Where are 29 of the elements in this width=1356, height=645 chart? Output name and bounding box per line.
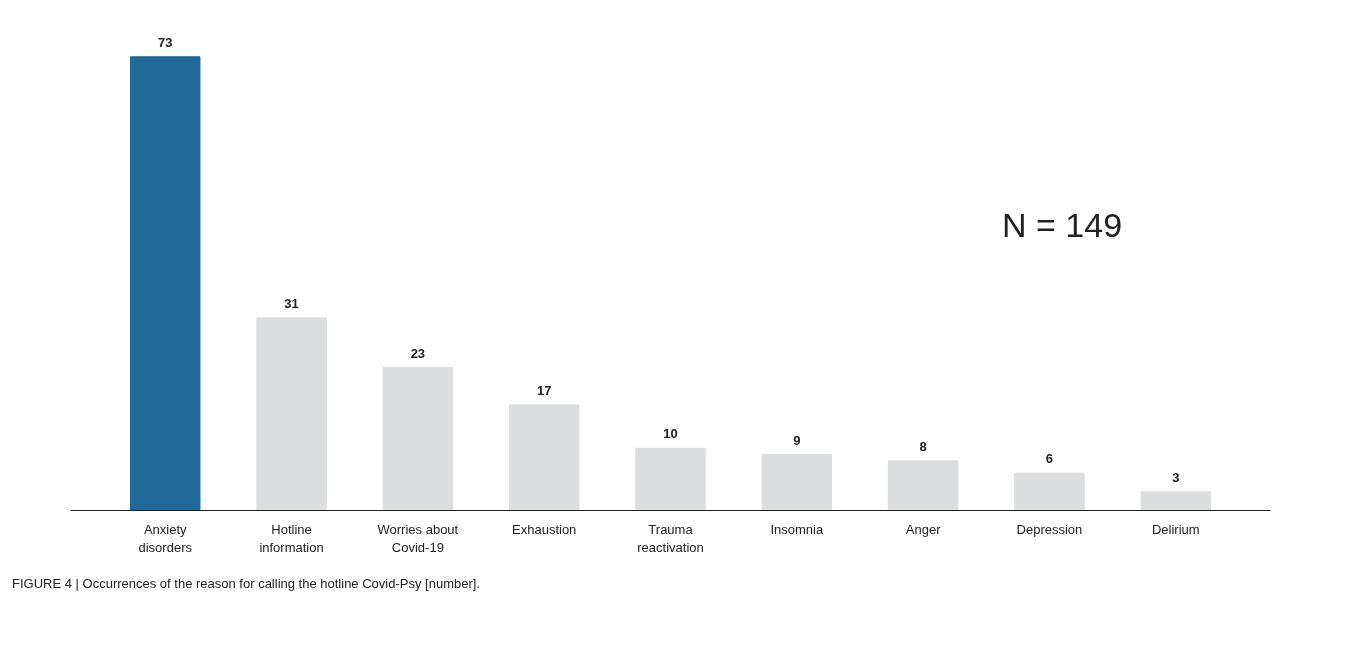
bar <box>130 56 201 511</box>
bar <box>382 367 454 511</box>
data-label: 23 <box>410 345 426 361</box>
x-tick-label: Anxiety disorders <box>138 521 193 555</box>
caption: FIGURE 4 | Occurrences of the reason for calling the hotline Covid-Psy [number]. <box>12 575 480 593</box>
bar <box>635 447 706 511</box>
x-tick-label: Exhaustion <box>512 521 577 537</box>
bar <box>1140 491 1211 511</box>
data-label: 31 <box>284 295 299 311</box>
x-tick-label: Insomnia <box>770 521 824 537</box>
annotation: N = 149 <box>1002 205 1123 244</box>
data-label: 17 <box>536 382 552 398</box>
x-tick-label: Anger <box>905 521 942 537</box>
bar <box>508 404 580 511</box>
x-tick-label: Depression <box>1016 521 1083 537</box>
bar <box>256 317 327 511</box>
x-tick-label: Hotline information <box>259 521 324 555</box>
x-tick-label: Delirium <box>1151 521 1200 537</box>
x-tick-label: Worries about Covid-19 <box>377 521 459 555</box>
bar <box>761 454 833 511</box>
data-label: 8 <box>919 438 927 454</box>
data-label: 9 <box>793 432 801 448</box>
bar <box>887 460 959 511</box>
data-label: 6 <box>1045 451 1054 467</box>
data-label: 73 <box>158 34 173 50</box>
data-label: 3 <box>1172 469 1180 485</box>
data-label: 10 <box>663 426 678 442</box>
bar <box>1014 472 1085 511</box>
x-tick-label: Trauma reactivation <box>637 521 704 555</box>
